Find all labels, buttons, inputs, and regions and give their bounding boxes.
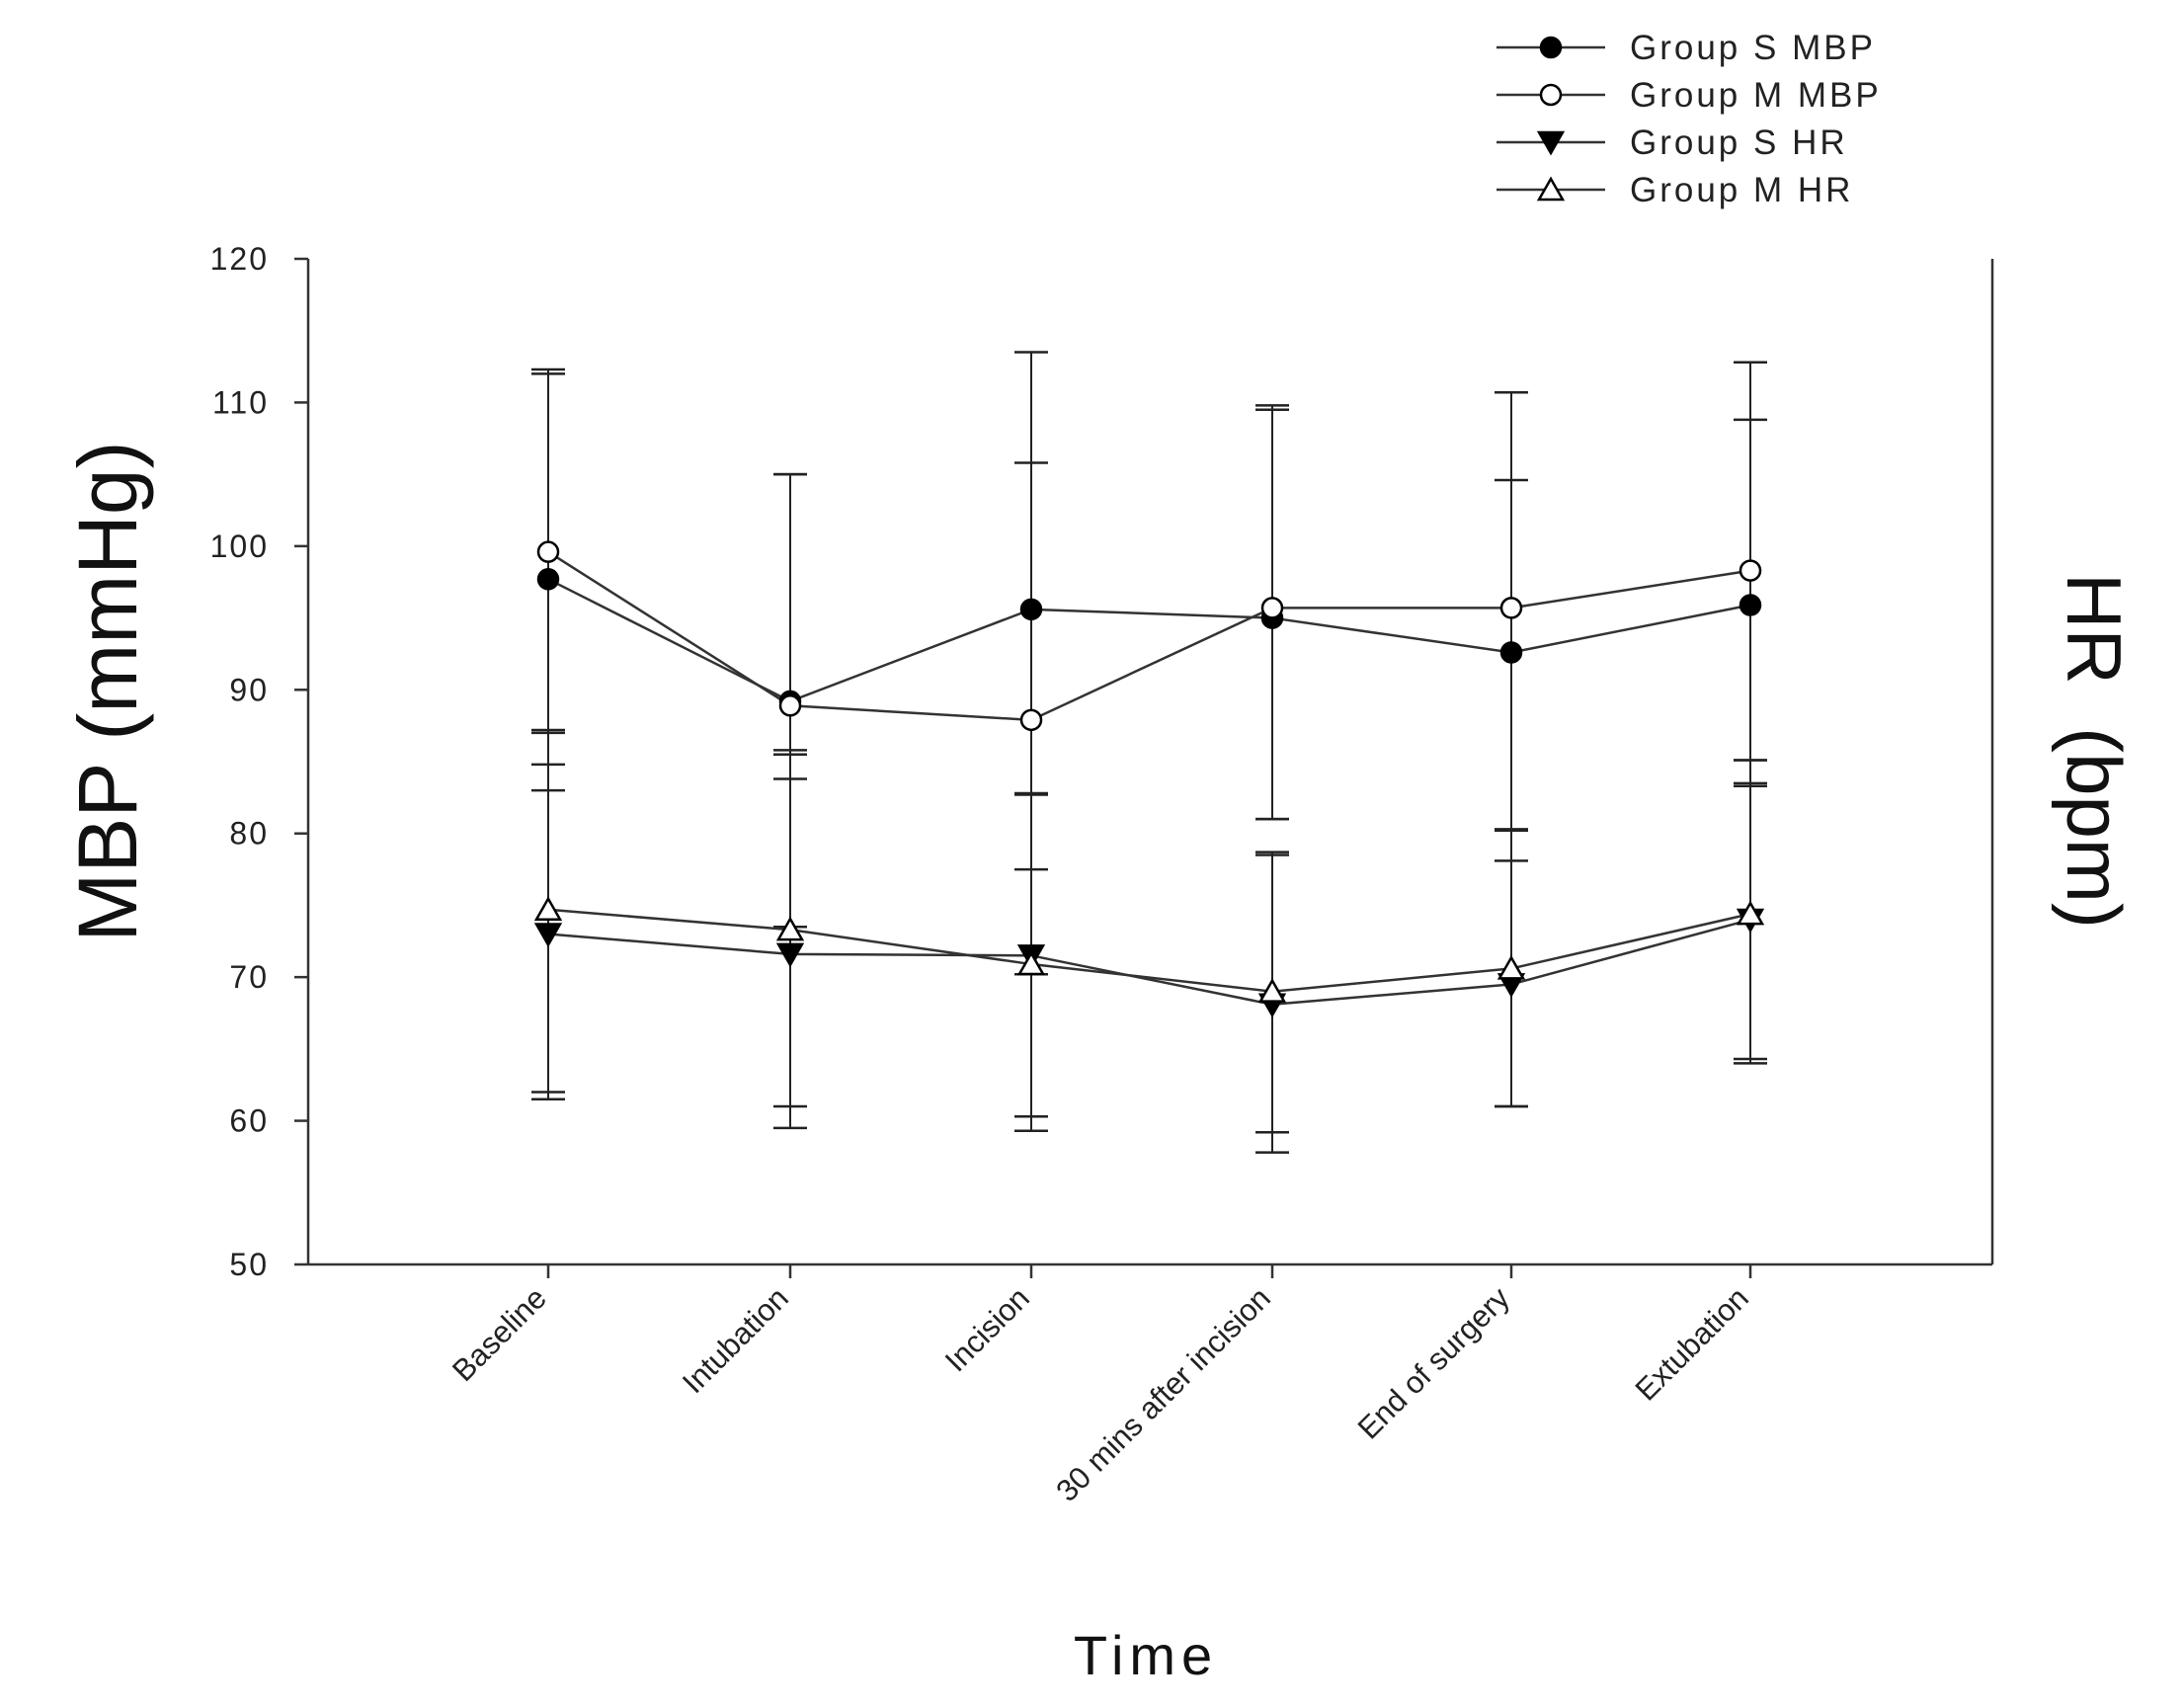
- point-group-m-hr-baseline: [533, 896, 563, 922]
- y-tick-label-90: 90: [229, 672, 269, 707]
- legend-marker-group-m-hr: [1536, 176, 1566, 202]
- y-tick-label-100: 100: [210, 529, 269, 564]
- point-group-s-mbp-incision: [1019, 598, 1043, 621]
- legend-label-group-m-hr: Group M HR: [1630, 171, 1853, 209]
- point-group-m-hr-incision: [1016, 950, 1046, 976]
- point-group-m-mbp-end-of-surgery: [1499, 597, 1523, 619]
- point-group-m-mbp-incision: [1019, 708, 1043, 732]
- y-axis-ticks: 50 60 70 80 90 100 110 120: [210, 241, 308, 1282]
- point-group-s-mbp-extubation: [1739, 594, 1762, 616]
- legend-marker-group-m-mbp: [1539, 83, 1563, 107]
- y-tick-label-110: 110: [212, 384, 269, 420]
- legend-label-group-s-mbp: Group S MBP: [1630, 29, 1876, 67]
- point-group-m-mbp-baseline: [536, 540, 560, 563]
- y-tick-label-50: 50: [229, 1247, 269, 1282]
- series-line-group-m-hr: [547, 908, 1751, 993]
- axes: [306, 259, 1994, 1266]
- point-group-s-mbp-baseline: [536, 568, 560, 591]
- legend-marker-group-s-hr: [1536, 130, 1566, 156]
- point-group-s-mbp-end-of-surgery: [1499, 641, 1523, 664]
- y-axis-label: MBP (mmHg): [61, 441, 154, 941]
- legend-label-group-s-hr: Group S HR: [1630, 123, 1848, 162]
- legend-marker-group-s-mbp: [1539, 36, 1563, 59]
- point-group-s-hr-baseline: [533, 923, 563, 948]
- legend: Group S MBP Group M MBP Group S HR Group M …: [1496, 29, 1882, 209]
- legend-label-group-m-mbp: Group M MBP: [1630, 76, 1882, 115]
- point-group-m-mbp-extubation: [1739, 559, 1762, 582]
- point-group-s-hr-intubation: [775, 942, 805, 968]
- point-group-m-hr-extubation: [1736, 900, 1765, 926]
- point-group-m-hr-30-mins-after-incision: [1257, 978, 1287, 1003]
- series-markers: [533, 540, 1765, 1018]
- series-line-group-m-mbp: [547, 550, 1751, 722]
- point-group-m-mbp-intubation: [778, 694, 802, 717]
- y2-axis-label: HR (bpm): [2051, 573, 2138, 929]
- point-group-m-mbp-30-mins-after-incision: [1260, 597, 1284, 619]
- point-group-m-hr-intubation: [775, 916, 805, 941]
- y-tick-label-120: 120: [210, 241, 269, 277]
- x-axis-label: Time: [1074, 1624, 1218, 1686]
- y-tick-label-80: 80: [229, 816, 269, 852]
- y-tick-label-70: 70: [229, 959, 269, 995]
- series-lines: [547, 550, 1751, 1007]
- point-group-m-hr-end-of-surgery: [1496, 954, 1526, 980]
- series-line-group-s-hr: [547, 918, 1751, 1007]
- y-tick-label-60: 60: [229, 1103, 269, 1139]
